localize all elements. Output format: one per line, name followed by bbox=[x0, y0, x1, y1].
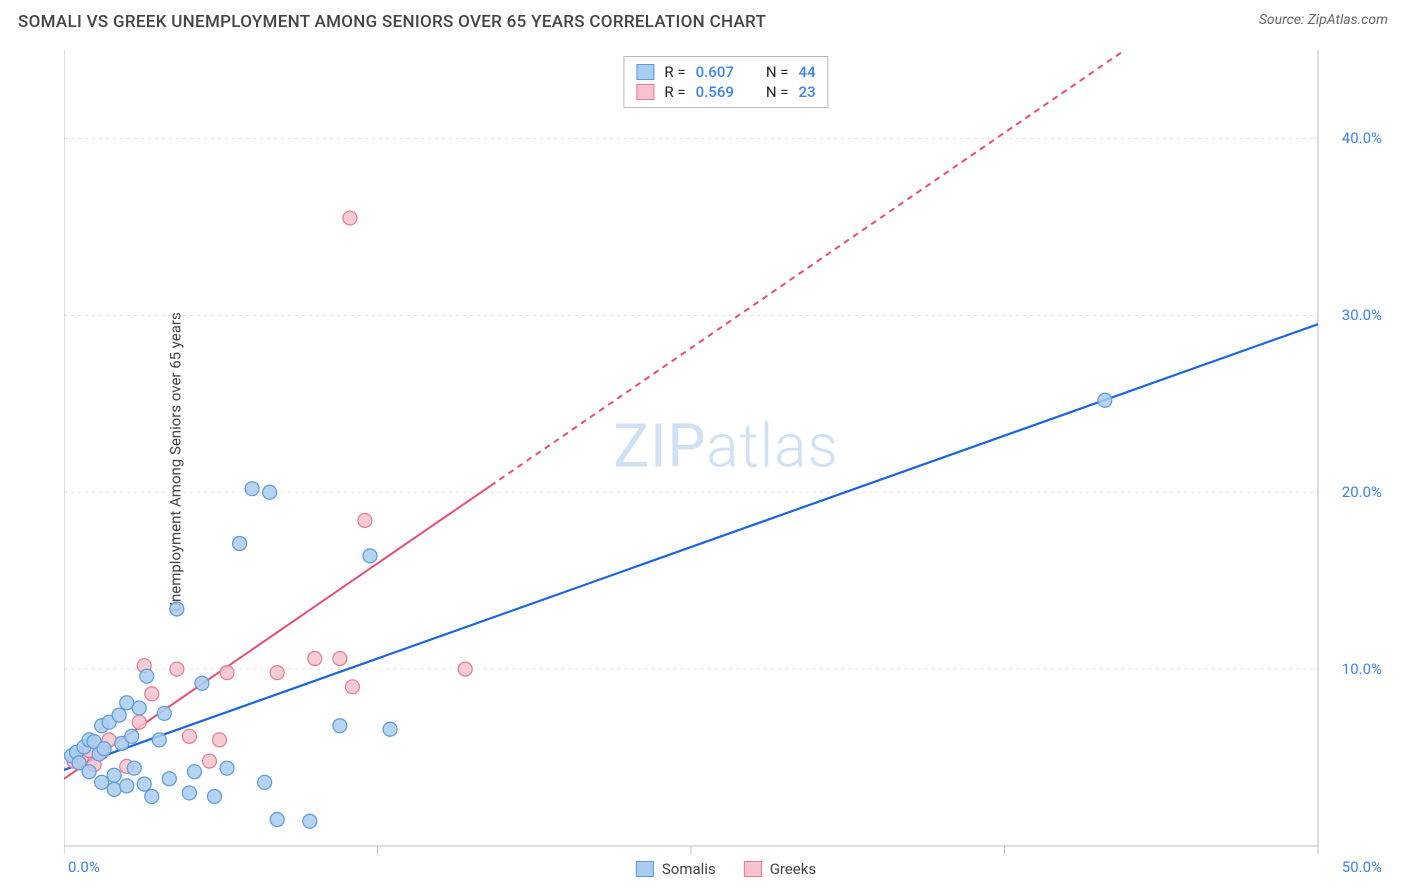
legend-item-somalis: Somalis bbox=[636, 860, 716, 878]
n-value-greeks: 23 bbox=[799, 83, 816, 101]
x-tick-min: 0.0% bbox=[68, 858, 100, 876]
y-tick-label: 10.0% bbox=[1342, 660, 1382, 678]
swatch-greeks bbox=[636, 84, 654, 100]
r-label: R = bbox=[664, 63, 685, 81]
scatter-plot-svg bbox=[64, 50, 1388, 874]
y-tick-label: 40.0% bbox=[1342, 129, 1382, 147]
n-value-somalis: 44 bbox=[799, 63, 816, 81]
legend-label-somalis: Somalis bbox=[662, 860, 716, 878]
chart-header: SOMALI VS GREEK UNEMPLOYMENT AMONG SENIO… bbox=[0, 0, 1406, 40]
chart-title: SOMALI VS GREEK UNEMPLOYMENT AMONG SENIO… bbox=[18, 12, 766, 32]
n-label: N = bbox=[766, 63, 789, 81]
r-label: R = bbox=[664, 83, 685, 101]
x-tick-max: 50.0% bbox=[1342, 858, 1382, 876]
bottom-legend: Somalis Greeks bbox=[636, 860, 816, 878]
n-label: N = bbox=[766, 83, 789, 101]
y-tick-label: 30.0% bbox=[1342, 306, 1382, 324]
swatch-somalis bbox=[636, 64, 654, 80]
stats-row-greeks: R = 0.569 N = 23 bbox=[636, 82, 815, 102]
legend-item-greeks: Greeks bbox=[744, 860, 816, 878]
y-tick-label: 20.0% bbox=[1342, 483, 1382, 501]
stats-row-somalis: R = 0.607 N = 44 bbox=[636, 62, 815, 82]
r-value-greeks: 0.569 bbox=[696, 83, 734, 101]
r-value-somalis: 0.607 bbox=[696, 63, 734, 81]
plot-area: ZIPatlas R = 0.607 N = 44 R = 0.569 N = … bbox=[64, 50, 1388, 874]
legend-swatch-greeks bbox=[744, 861, 762, 877]
chart-container: Unemployment Among Seniors over 65 years… bbox=[36, 50, 1388, 874]
legend-label-greeks: Greeks bbox=[770, 860, 816, 878]
correlation-stats-box: R = 0.607 N = 44 R = 0.569 N = 23 bbox=[623, 56, 828, 108]
source-attribution: Source: ZipAtlas.com bbox=[1259, 12, 1388, 28]
legend-swatch-somalis bbox=[636, 861, 654, 877]
